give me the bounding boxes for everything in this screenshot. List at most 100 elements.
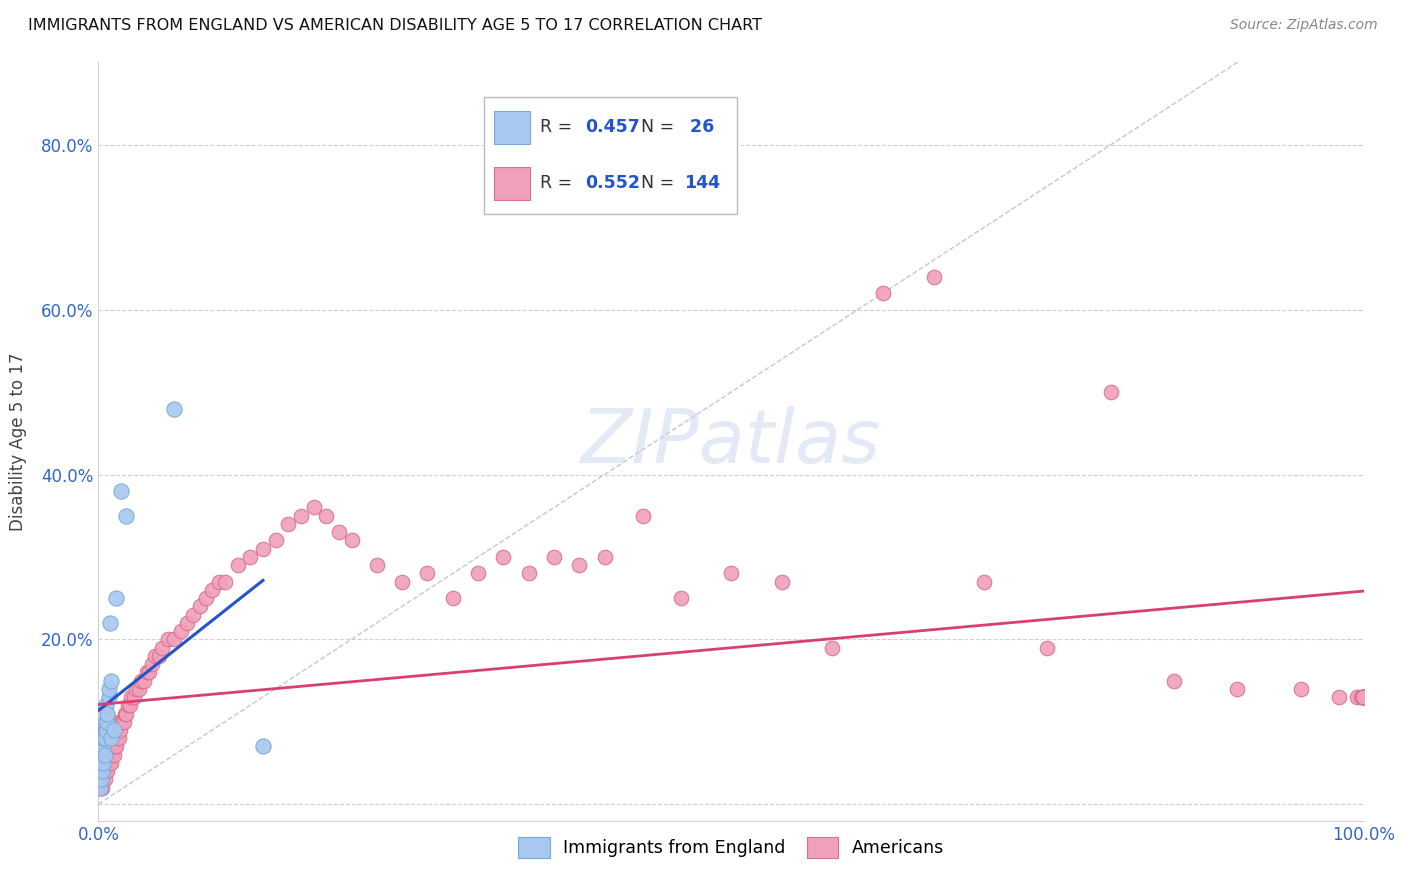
Americans: [1327, 690, 1350, 704]
Americans: [90, 780, 112, 795]
Americans: [264, 533, 287, 548]
Americans: [1351, 690, 1374, 704]
Americans: [93, 747, 115, 762]
Americans: [104, 731, 127, 746]
Americans: [97, 739, 120, 754]
Americans: [112, 714, 135, 729]
Americans: [720, 566, 742, 581]
Legend: Immigrants from England, Americans: Immigrants from England, Americans: [512, 830, 950, 865]
Immigrants from England: [93, 731, 117, 746]
Americans: [96, 747, 118, 762]
Americans: [94, 739, 117, 754]
Americans: [96, 706, 118, 721]
Americans: [543, 549, 565, 564]
Americans: [391, 574, 413, 589]
Americans: [97, 731, 120, 746]
Immigrants from England: [90, 772, 112, 787]
Americans: [94, 723, 117, 737]
Immigrants from England: [89, 780, 111, 795]
Americans: [145, 648, 166, 663]
Americans: [91, 780, 114, 795]
Immigrants from England: [100, 731, 122, 746]
Immigrants from England: [94, 723, 117, 737]
Americans: [103, 747, 125, 762]
Americans: [252, 541, 274, 556]
Americans: [104, 739, 127, 754]
Americans: [226, 558, 249, 573]
Americans: [107, 731, 129, 746]
Immigrants from England: [91, 747, 114, 762]
Americans: [135, 665, 157, 680]
Americans: [93, 756, 117, 770]
Americans: [100, 747, 122, 762]
Americans: [100, 739, 122, 754]
Americans: [89, 764, 111, 779]
Americans: [872, 286, 894, 301]
Americans: [467, 566, 489, 581]
Americans: [111, 714, 134, 729]
Americans: [114, 706, 136, 721]
Immigrants from England: [97, 681, 120, 696]
Americans: [100, 731, 122, 746]
Americans: [1351, 690, 1374, 704]
Americans: [100, 756, 122, 770]
Americans: [1351, 690, 1374, 704]
Americans: [90, 764, 112, 779]
Americans: [770, 574, 793, 589]
Americans: [631, 508, 654, 523]
Americans: [568, 558, 591, 573]
Americans: [91, 739, 114, 754]
Americans: [107, 723, 129, 737]
Americans: [1351, 690, 1374, 704]
Americans: [90, 772, 112, 787]
Americans: [96, 756, 118, 770]
Immigrants from England: [94, 698, 117, 713]
Americans: [89, 780, 111, 795]
Immigrants from England: [90, 756, 112, 770]
Americans: [214, 574, 236, 589]
Americans: [91, 756, 114, 770]
Americans: [89, 772, 111, 787]
Americans: [169, 624, 191, 639]
Americans: [1350, 690, 1372, 704]
Americans: [125, 681, 148, 696]
Americans: [1163, 673, 1185, 688]
Americans: [91, 747, 114, 762]
Americans: [132, 673, 155, 688]
Americans: [141, 657, 163, 671]
Americans: [1351, 690, 1374, 704]
Americans: [1036, 640, 1059, 655]
Immigrants from England: [115, 508, 138, 523]
Americans: [922, 269, 945, 284]
Americans: [103, 739, 125, 754]
Americans: [1347, 690, 1369, 704]
Text: ZIPatlas: ZIPatlas: [581, 406, 882, 477]
Americans: [93, 772, 117, 787]
Americans: [120, 690, 142, 704]
Americans: [107, 714, 129, 729]
Americans: [96, 739, 118, 754]
Americans: [669, 591, 692, 606]
Immigrants from England: [105, 591, 128, 606]
Americans: [96, 731, 118, 746]
Americans: [176, 615, 198, 630]
Americans: [97, 756, 120, 770]
Americans: [593, 549, 616, 564]
Americans: [90, 756, 112, 770]
Americans: [100, 723, 122, 737]
Americans: [277, 516, 299, 531]
Americans: [93, 747, 117, 762]
Americans: [183, 607, 205, 622]
Americans: [157, 632, 180, 647]
Text: IMMIGRANTS FROM ENGLAND VS AMERICAN DISABILITY AGE 5 TO 17 CORRELATION CHART: IMMIGRANTS FROM ENGLAND VS AMERICAN DISA…: [28, 18, 762, 33]
Americans: [117, 698, 139, 713]
Americans: [91, 764, 114, 779]
Americans: [441, 591, 464, 606]
Immigrants from England: [110, 483, 132, 498]
Immigrants from England: [97, 690, 120, 704]
Americans: [93, 764, 115, 779]
Americans: [96, 764, 118, 779]
Americans: [98, 756, 121, 770]
Americans: [194, 591, 218, 606]
Americans: [201, 582, 224, 597]
